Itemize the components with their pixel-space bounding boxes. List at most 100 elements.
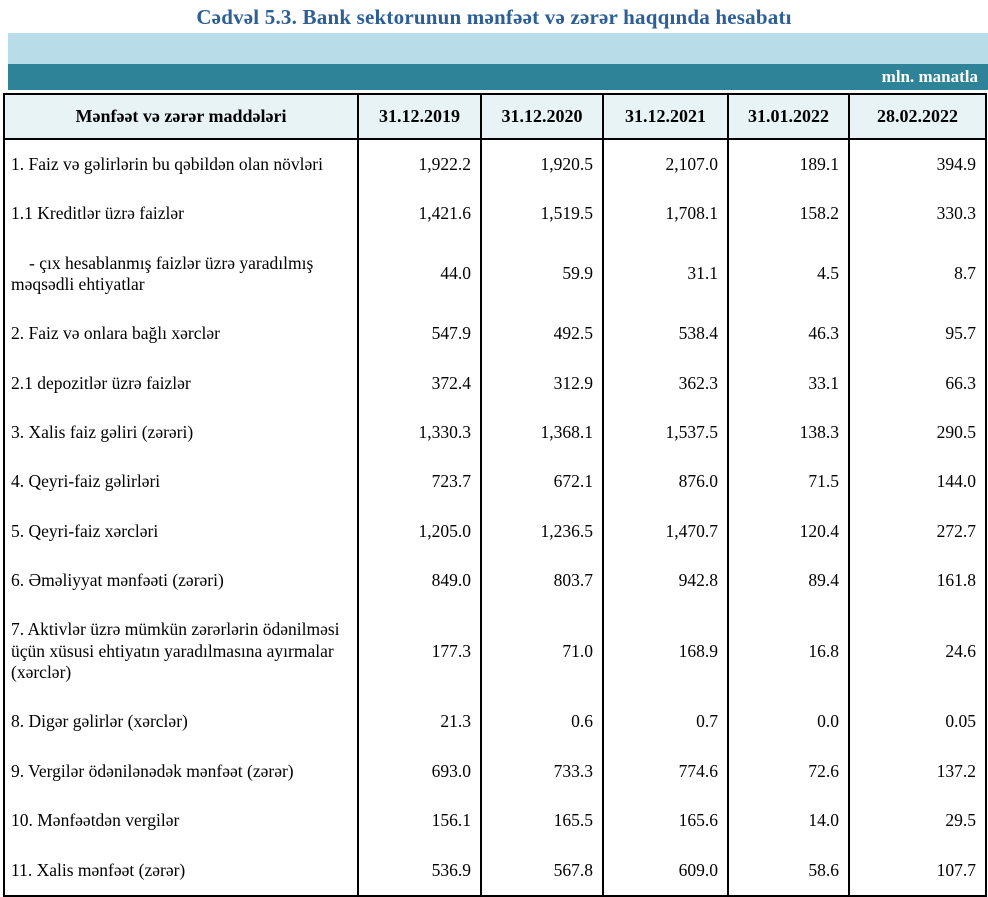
table-container: Mənfəət və zərər maddələri 31.12.2019 31… [3,93,988,897]
row-value: 120.4 [727,506,849,557]
row-value: 72.6 [727,746,849,797]
page-title: Cədvəl 5.3. Bank sektorunun mənfəət və z… [196,5,792,29]
row-value: 372.4 [357,358,481,409]
row-value: 71.5 [727,457,849,507]
row-value: 723.7 [357,457,481,507]
row-value: 24.6 [848,605,986,698]
column-header-date-2: 31.12.2020 [480,94,603,140]
row-value: 71.0 [480,605,603,698]
row-value: 942.8 [602,556,728,606]
row-value: 849.0 [357,556,481,606]
table-header-row: Mənfəət və zərər maddələri 31.12.2019 31… [4,94,986,140]
row-value: 1,920.5 [480,139,603,190]
row-value: 272.7 [848,506,986,557]
table-row: - çıx hesablanmış faizlər üzrə yaradılmı… [4,238,986,310]
row-value: 774.6 [602,746,728,797]
table-row: 7. Aktivlər üzrə mümkün zərərlərin ödəni… [4,605,986,698]
row-value: 609.0 [602,845,728,896]
row-value: 0.05 [848,697,986,747]
row-value: 1,205.0 [357,506,481,557]
row-value: 31.1 [602,238,728,310]
row-value: 1,368.1 [480,408,603,458]
unit-label: mln. manatla [881,67,978,86]
top-band-light [8,33,988,64]
row-value: 1,519.5 [480,189,603,239]
row-value: 538.4 [602,309,728,359]
row-value: 0.6 [480,697,603,747]
row-value: 693.0 [357,746,481,797]
row-label: 6. Əməliyyat mənfəəti (zərəri) [4,556,358,606]
row-label: 7. Aktivlər üzrə mümkün zərərlərin ödəni… [4,605,358,698]
row-value: 0.0 [727,697,849,747]
row-value: 1,470.7 [602,506,728,557]
report-page: Cədvəl 5.3. Bank sektorunun mənfəət və z… [3,5,988,897]
row-label: 8. Digər gəlirlər (xərclər) [4,697,358,747]
table-row: 10. Mənfəətdən vergilər 156.1 165.5 165.… [4,796,986,846]
row-label: 9. Vergilər ödənilənədək mənfəət (zərər) [4,746,358,797]
row-value: 58.6 [727,845,849,896]
row-label: 4. Qeyri-faiz gəlirləri [4,457,358,507]
row-value: 672.1 [480,457,603,507]
row-value: 59.9 [480,238,603,310]
table-row: 1. Faiz və gəlirlərin bu qəbildən olan n… [4,139,986,190]
row-label: 3. Xalis faiz gəliri (zərəri) [4,408,358,458]
row-value: 1,330.3 [357,408,481,458]
row-value: 1,708.1 [602,189,728,239]
row-value: 547.9 [357,309,481,359]
row-value: 733.3 [480,746,603,797]
row-value: 138.3 [727,408,849,458]
row-value: 536.9 [357,845,481,896]
row-value: 161.8 [848,556,986,606]
row-value: 189.1 [727,139,849,190]
column-header-date-1: 31.12.2019 [357,94,481,140]
row-value: 803.7 [480,556,603,606]
row-value: 330.3 [848,189,986,239]
row-value: 66.3 [848,358,986,409]
row-value: 29.5 [848,796,986,846]
row-value: 1,421.6 [357,189,481,239]
table-row: 2. Faiz və onlara bağlı xərclər 547.9 49… [4,309,986,359]
row-value: 165.5 [480,796,603,846]
table-row: 2.1 depozitlər üzrə faizlər 372.4 312.9 … [4,358,986,409]
row-value: 137.2 [848,746,986,797]
row-label: 11. Xalis mənfəət (zərər) [4,845,358,896]
row-value: 876.0 [602,457,728,507]
row-label: 10. Mənfəətdən vergilər [4,796,358,846]
column-header-date-3: 31.12.2021 [602,94,728,140]
row-value: 44.0 [357,238,481,310]
row-value: 177.3 [357,605,481,698]
table-row: 11. Xalis mənfəət (zərər) 536.9 567.8 60… [4,845,986,896]
table-row: 4. Qeyri-faiz gəlirləri 723.7 672.1 876.… [4,457,986,507]
row-value: 8.7 [848,238,986,310]
row-value: 2,107.0 [602,139,728,190]
row-value: 1,236.5 [480,506,603,557]
row-value: 1,922.2 [357,139,481,190]
row-value: 567.8 [480,845,603,896]
row-value: 362.3 [602,358,728,409]
column-header-items: Mənfəət və zərər maddələri [4,94,358,140]
row-value: 0.7 [602,697,728,747]
table-row: 6. Əməliyyat mənfəəti (zərəri) 849.0 803… [4,556,986,606]
row-value: 21.3 [357,697,481,747]
row-value: 144.0 [848,457,986,507]
table-row: 1.1 Kreditlər üzrə faizlər 1,421.6 1,519… [4,189,986,239]
row-value: 46.3 [727,309,849,359]
row-value: 492.5 [480,309,603,359]
row-value: 165.6 [602,796,728,846]
table-row: 3. Xalis faiz gəliri (zərəri) 1,330.3 1,… [4,408,986,458]
table-row: 8. Digər gəlirlər (xərclər) 21.3 0.6 0.7… [4,697,986,747]
row-value: 16.8 [727,605,849,698]
row-value: 168.9 [602,605,728,698]
row-value: 394.9 [848,139,986,190]
table-row: 5. Qeyri-faiz xərcləri 1,205.0 1,236.5 1… [4,506,986,557]
column-header-date-5: 28.02.2022 [848,94,986,140]
row-label: 2.1 depozitlər üzrə faizlər [4,358,358,409]
row-value: 95.7 [848,309,986,359]
row-label: 5. Qeyri-faiz xərcləri [4,506,358,557]
column-header-date-4: 31.01.2022 [727,94,849,140]
table-body: 1. Faiz və gəlirlərin bu qəbildən olan n… [4,139,986,896]
row-value: 107.7 [848,845,986,896]
row-value: 89.4 [727,556,849,606]
row-value: 1,537.5 [602,408,728,458]
profit-loss-table: Mənfəət və zərər maddələri 31.12.2019 31… [3,93,987,897]
